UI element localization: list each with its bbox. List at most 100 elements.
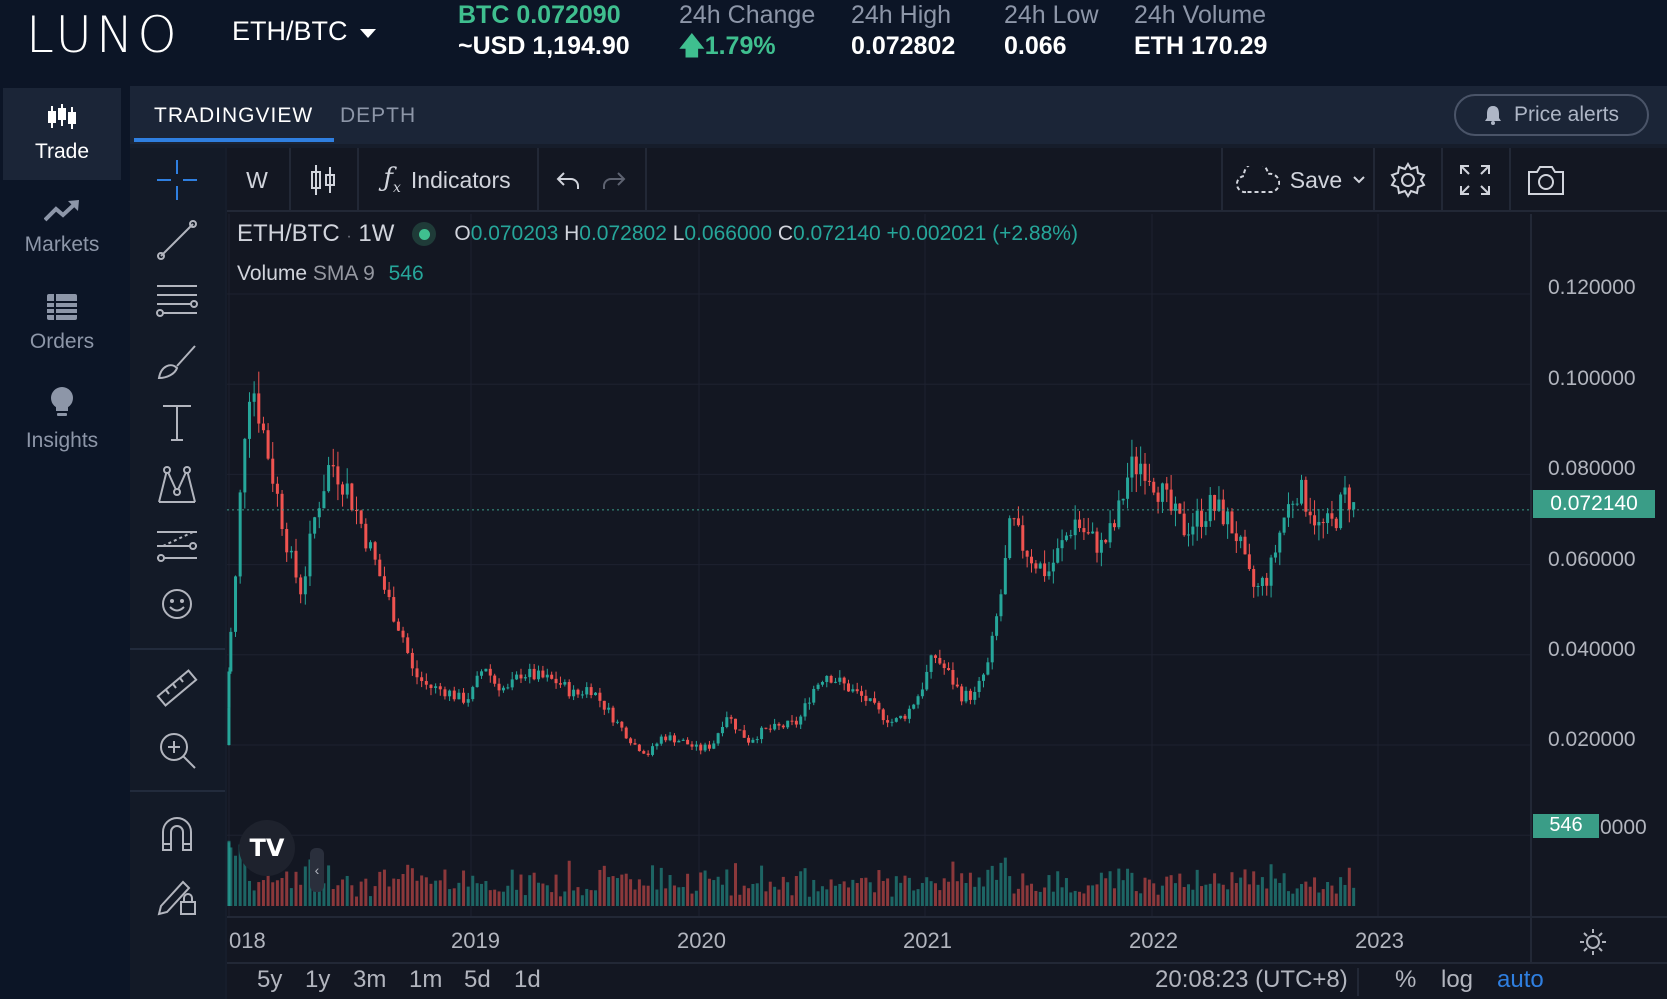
range-1d[interactable]: 1d bbox=[514, 966, 541, 993]
indicators-button[interactable]: ƒx Indicators bbox=[367, 148, 527, 212]
candle-body bbox=[877, 702, 881, 710]
measure-tool[interactable] bbox=[148, 662, 206, 714]
range-5d[interactable]: 5d bbox=[464, 966, 491, 993]
clock[interactable]: 20:08:23 (UTC+8) bbox=[1155, 966, 1348, 993]
volume-bar bbox=[995, 879, 999, 906]
volume-bar bbox=[716, 876, 720, 906]
chart-area[interactable]: W ƒx Indicators bbox=[227, 148, 1667, 999]
tab-tradingview[interactable]: TRADINGVIEW bbox=[154, 104, 314, 127]
fullscreen-button[interactable] bbox=[1443, 148, 1507, 212]
toolbar-separator bbox=[289, 148, 291, 212]
volume-bar bbox=[990, 865, 994, 906]
undo-icon bbox=[556, 172, 579, 189]
candle-body bbox=[545, 674, 549, 678]
candle-body bbox=[1003, 558, 1007, 595]
brush-tool[interactable] bbox=[148, 336, 206, 388]
volume-bar bbox=[1069, 892, 1073, 906]
candlestick-chart[interactable] bbox=[227, 214, 1530, 916]
volume-bar bbox=[720, 884, 724, 906]
sidebar-item-orders[interactable]: Orders bbox=[3, 278, 121, 370]
volume-bar bbox=[355, 896, 359, 906]
volume-bar bbox=[308, 859, 312, 906]
candle-body bbox=[1352, 502, 1356, 510]
crosshair-tool[interactable] bbox=[148, 154, 206, 206]
volume-bar bbox=[1134, 891, 1138, 906]
volume-bar bbox=[303, 866, 307, 906]
price-tick-clipped: 0000 bbox=[1600, 816, 1647, 839]
volume-bar bbox=[501, 891, 505, 906]
pencil-lock-icon bbox=[157, 880, 196, 916]
volume-bar bbox=[594, 890, 598, 906]
high-label: H bbox=[564, 222, 580, 245]
candle-body bbox=[790, 720, 794, 722]
volume-bar bbox=[899, 882, 903, 906]
emoji-tool[interactable] bbox=[148, 578, 206, 630]
legend-ohlc: O0.070203 H0.072802 L0.066000 C0.072140 … bbox=[454, 222, 1078, 246]
sidebar-item-trade[interactable]: Trade bbox=[3, 88, 121, 180]
auto-scale-toggle[interactable]: auto bbox=[1497, 966, 1544, 993]
high-stat: 24h High 0.072802 bbox=[851, 0, 955, 62]
volume-bar bbox=[873, 892, 877, 906]
luno-logo[interactable]: LUNO bbox=[26, 6, 181, 64]
price-tick: 0.100000 bbox=[1548, 367, 1636, 390]
candle-body bbox=[825, 675, 829, 683]
price-alerts-button[interactable]: Price alerts bbox=[1454, 94, 1649, 136]
candle-body bbox=[681, 739, 685, 741]
volume-bar bbox=[493, 889, 497, 906]
text-tool[interactable] bbox=[148, 396, 206, 448]
range-1y[interactable]: 1y bbox=[305, 966, 331, 993]
collapse-toolbar-button[interactable]: ‹ bbox=[310, 848, 324, 892]
candle-body bbox=[864, 695, 868, 701]
volume-bar bbox=[1204, 884, 1208, 906]
save-button[interactable]: Save bbox=[1231, 148, 1371, 212]
candle-body bbox=[777, 723, 781, 726]
candle-body bbox=[280, 493, 284, 530]
prediction-tool[interactable] bbox=[148, 518, 206, 570]
pair-selector[interactable]: ETH/BTC bbox=[232, 16, 376, 47]
tradingview-logo[interactable]: TV bbox=[239, 820, 295, 876]
lock-drawings-tool[interactable] bbox=[148, 868, 206, 920]
sidebar-item-markets[interactable]: Markets bbox=[3, 182, 121, 274]
candle-body bbox=[1330, 513, 1334, 519]
theme-toggle-button[interactable] bbox=[1579, 928, 1607, 961]
log-scale-toggle[interactable]: log bbox=[1441, 966, 1474, 993]
pattern-tool[interactable] bbox=[148, 458, 206, 510]
candle-body bbox=[1078, 519, 1082, 529]
sidebar-item-insights[interactable]: Insights bbox=[3, 374, 121, 466]
settings-button[interactable] bbox=[1377, 148, 1439, 212]
volume-bar bbox=[1091, 885, 1095, 906]
time-scale[interactable]: 018 2019 2020 2021 2022 2023 bbox=[227, 916, 1667, 964]
undo-button[interactable] bbox=[545, 148, 591, 212]
chart-style-button[interactable] bbox=[291, 148, 355, 212]
trend-line-tool[interactable] bbox=[148, 214, 206, 266]
zoom-tool[interactable] bbox=[148, 724, 206, 776]
candle-body bbox=[594, 692, 598, 696]
candle-body bbox=[873, 698, 877, 703]
change-value-text: 1.79% bbox=[704, 32, 776, 60]
screenshot-button[interactable] bbox=[1513, 148, 1579, 212]
candle-body bbox=[396, 621, 400, 631]
candle-body bbox=[1152, 481, 1156, 493]
high-value: 0.072802 bbox=[579, 222, 667, 245]
price-scale[interactable]: 0.120000 0.100000 0.080000 0.072140 0.06… bbox=[1530, 214, 1667, 916]
volume-bar bbox=[589, 890, 593, 906]
market-status-icon[interactable] bbox=[412, 222, 437, 246]
volume-bar bbox=[1239, 877, 1243, 906]
volume-bar bbox=[238, 844, 242, 906]
tab-depth[interactable]: DEPTH bbox=[340, 104, 417, 127]
volume-bar bbox=[642, 885, 646, 906]
fib-tool[interactable] bbox=[148, 276, 206, 328]
candle-body bbox=[1265, 577, 1269, 586]
range-3m[interactable]: 3m bbox=[353, 966, 387, 993]
magnet-tool[interactable] bbox=[148, 808, 206, 860]
candle-body bbox=[294, 550, 298, 578]
percent-scale-toggle[interactable]: % bbox=[1395, 966, 1417, 993]
range-5y[interactable]: 5y bbox=[257, 966, 283, 993]
candle-body bbox=[1051, 562, 1055, 572]
interval-button[interactable]: W bbox=[246, 166, 268, 193]
range-1m[interactable]: 1m bbox=[409, 966, 443, 993]
volume-bar bbox=[1317, 892, 1321, 906]
redo-button[interactable] bbox=[591, 148, 637, 212]
volume-bar bbox=[1143, 877, 1147, 906]
volume-bar bbox=[624, 873, 628, 906]
